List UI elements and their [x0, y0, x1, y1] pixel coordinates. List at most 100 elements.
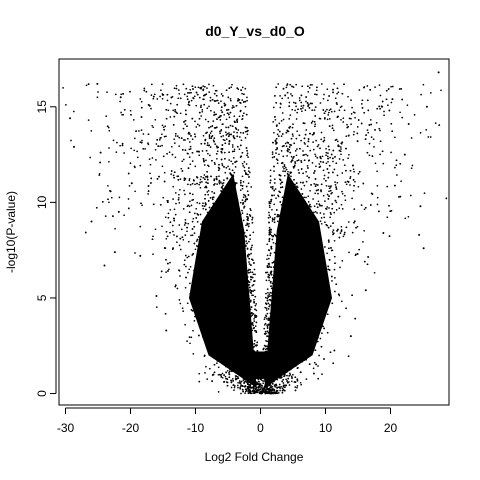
data-point	[275, 392, 278, 395]
data-point	[199, 181, 202, 184]
data-point	[239, 189, 242, 192]
data-point	[264, 330, 267, 333]
data-point	[386, 216, 389, 219]
data-point	[228, 133, 231, 136]
data-point	[186, 340, 188, 342]
data-point	[218, 175, 220, 178]
data-point	[248, 240, 250, 243]
data-point	[345, 135, 348, 138]
data-point	[202, 134, 205, 137]
data-point	[265, 271, 267, 274]
data-point	[127, 198, 130, 200]
data-point	[313, 132, 315, 134]
data-point	[274, 386, 277, 388]
data-point	[340, 300, 343, 303]
data-point	[186, 226, 188, 229]
data-point	[246, 133, 249, 136]
data-point	[313, 183, 316, 185]
data-point	[210, 137, 213, 140]
data-point	[254, 314, 257, 317]
data-point	[244, 105, 247, 108]
data-point	[296, 367, 299, 369]
data-point	[161, 133, 163, 136]
data-point	[180, 137, 183, 139]
data-point	[184, 193, 186, 196]
data-point	[288, 375, 290, 377]
data-point	[176, 135, 179, 137]
data-point	[383, 114, 385, 117]
data-point	[277, 194, 279, 197]
data-point	[339, 232, 342, 234]
data-point	[336, 103, 338, 106]
data-point	[216, 157, 218, 160]
data-point	[299, 181, 302, 184]
data-point	[189, 183, 192, 186]
data-point	[235, 104, 238, 107]
data-point	[337, 228, 339, 231]
data-point	[215, 113, 218, 116]
data-point	[333, 268, 336, 271]
data-point	[218, 163, 220, 166]
data-point	[228, 371, 230, 374]
data-point	[316, 206, 319, 209]
data-point	[251, 217, 254, 219]
data-point	[353, 221, 355, 224]
data-point	[307, 201, 310, 203]
data-point	[196, 93, 199, 96]
data-point	[253, 268, 256, 271]
data-point	[352, 164, 354, 167]
data-point	[239, 110, 242, 113]
data-point	[271, 186, 274, 188]
data-point	[360, 103, 363, 105]
data-point	[161, 165, 164, 168]
data-point	[90, 130, 93, 132]
data-point	[341, 192, 344, 195]
data-point	[266, 288, 269, 290]
data-point	[327, 171, 330, 174]
data-point	[293, 164, 296, 167]
data-point	[319, 160, 322, 163]
data-point	[327, 265, 330, 268]
data-point	[200, 115, 203, 117]
data-point	[248, 281, 251, 284]
data-point	[356, 126, 359, 128]
data-point	[161, 83, 164, 85]
data-point	[323, 117, 326, 120]
data-point	[172, 247, 174, 249]
data-point	[286, 148, 289, 150]
data-point	[186, 98, 189, 101]
data-point	[316, 212, 318, 214]
data-point	[225, 118, 228, 121]
data-point	[208, 206, 211, 209]
data-point	[262, 380, 264, 382]
data-point	[275, 158, 278, 160]
data-point	[266, 340, 268, 343]
data-point	[224, 142, 227, 145]
data-point	[225, 381, 228, 383]
data-point	[269, 169, 272, 172]
data-point	[253, 327, 255, 329]
data-point	[247, 173, 249, 176]
data-point	[305, 378, 308, 380]
data-point	[344, 199, 347, 202]
data-point	[391, 130, 394, 133]
data-point	[279, 201, 282, 203]
data-point	[217, 391, 220, 393]
data-point	[410, 137, 413, 139]
data-point	[215, 175, 218, 178]
data-point	[247, 390, 249, 393]
data-point	[340, 148, 342, 150]
data-point	[315, 93, 318, 96]
data-point	[235, 375, 238, 378]
data-point	[247, 170, 250, 172]
data-point	[241, 151, 244, 154]
data-point	[183, 259, 186, 262]
data-point	[309, 205, 312, 208]
data-point	[154, 228, 157, 231]
data-point	[205, 208, 207, 211]
data-point	[275, 383, 277, 386]
data-point	[378, 105, 381, 108]
data-point	[159, 203, 162, 206]
data-point	[347, 181, 350, 183]
data-point	[165, 117, 168, 120]
